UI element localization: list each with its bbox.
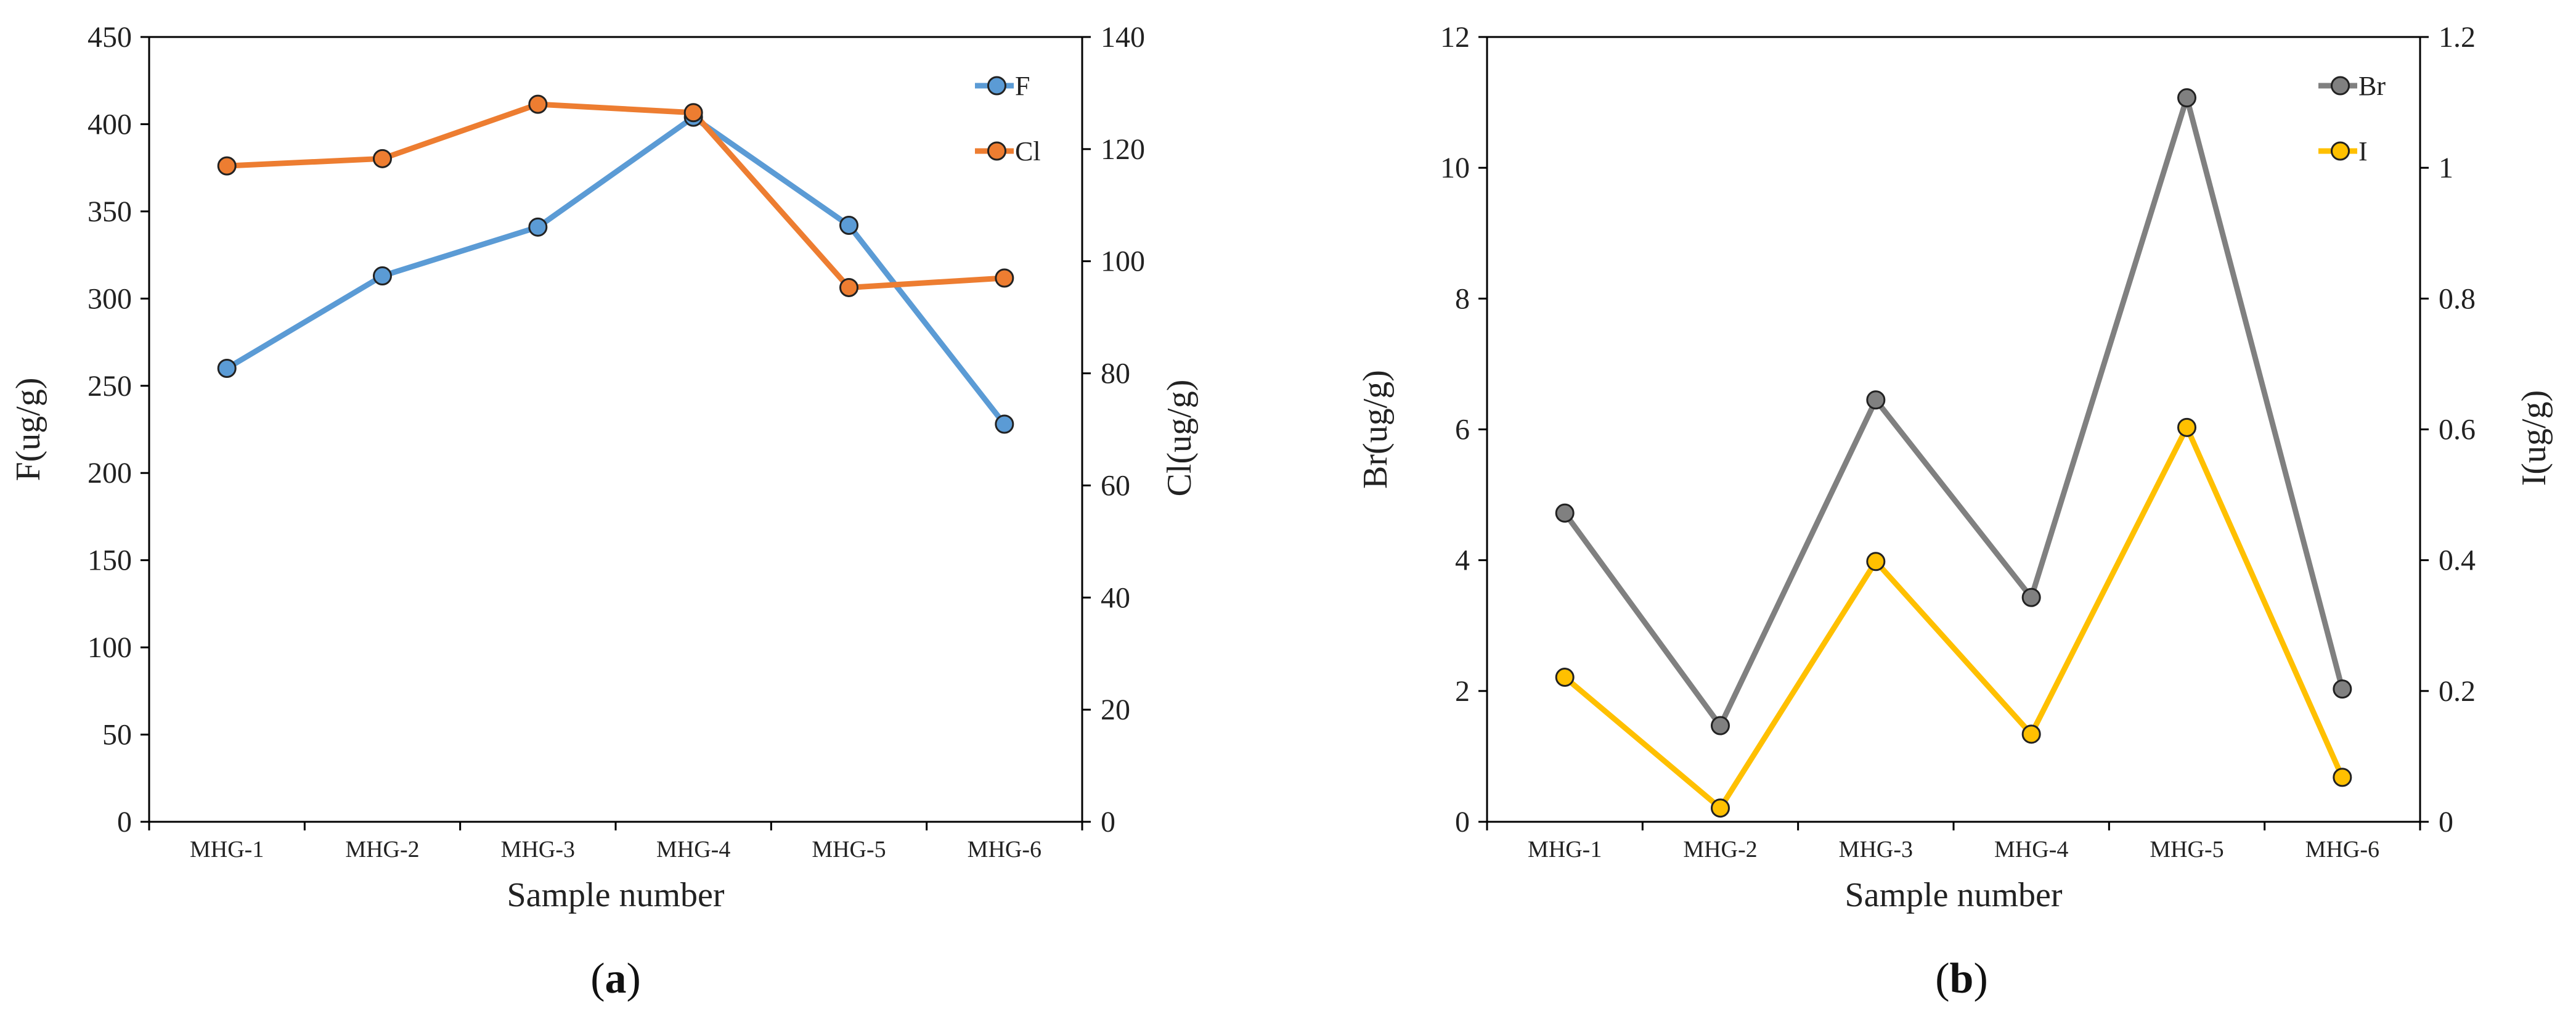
left-tick-label: 2 — [1455, 675, 1470, 708]
chart-panel-b: MHG-1 MHG-2 MHG-3 MHG-4 MHG-5 MHG-60246810120… — [1356, 21, 2553, 1002]
left-tick-label: 100 — [88, 631, 132, 664]
data-point-cl — [373, 149, 392, 168]
data-point-cl — [528, 94, 548, 114]
panel-label: (b) — [1935, 955, 1988, 1002]
left-tick-label: 12 — [1440, 21, 1470, 54]
legend-marker-br — [2331, 76, 2350, 96]
x-tick-label: MHG-3 — [501, 837, 575, 862]
left-axis-title: F(ug/g) — [9, 378, 47, 481]
left-tick-label: 400 — [88, 108, 132, 141]
right-tick-label: 100 — [1101, 245, 1145, 278]
legend-label-br: Br — [2358, 71, 2386, 101]
right-tick-label: 1 — [2439, 152, 2453, 184]
series-line-br — [1562, 95, 2346, 729]
x-tick-label: MHG-4 — [1994, 837, 2068, 862]
data-point-br — [2177, 88, 2196, 108]
left-tick-label: 350 — [88, 195, 132, 228]
left-tick-label: 300 — [88, 282, 132, 315]
x-tick-label: MHG-1 — [190, 837, 264, 862]
x-tick-label: MHG-5 — [2150, 837, 2223, 862]
legend-marker-f — [987, 76, 1006, 96]
right-tick-label: 0.6 — [2439, 414, 2476, 446]
panel-label: (a) — [590, 955, 641, 1002]
data-point-i — [1711, 798, 1730, 818]
right-tick-label: 0 — [2439, 806, 2453, 838]
chart-panel-a: MHG-1 MHG-2 MHG-3 MHG-4 MHG-5 MHG-6 0 50 100 150 2… — [9, 21, 1199, 1002]
left-tick-label: 150 — [88, 544, 132, 577]
x-axis-title: Sample number — [507, 876, 724, 914]
left-tick-label: 50 — [102, 719, 132, 752]
right-tick-label: 40 — [1101, 581, 1130, 614]
data-point-i — [1866, 552, 1886, 571]
left-axis-title: Br(ug/g) — [1356, 370, 1395, 489]
data-point-f — [839, 216, 858, 236]
x-tick-label: MHG-2 — [345, 837, 419, 862]
right-tick-label: 60 — [1101, 469, 1130, 502]
right-tick-label: 120 — [1101, 133, 1145, 166]
left-tick-label: 8 — [1455, 282, 1470, 315]
right-tick-label: 1.2 — [2439, 21, 2476, 54]
x-tick-label: MHG-4 — [656, 837, 730, 862]
data-point-f — [373, 266, 392, 286]
left-tick-label: 450 — [88, 21, 132, 54]
right-tick-label: 0 — [1101, 806, 1115, 838]
data-point-br — [1711, 716, 1730, 735]
data-point-f — [995, 414, 1014, 434]
right-tick-label: 20 — [1101, 694, 1130, 726]
left-tick-label: 10 — [1440, 152, 1470, 184]
legend-marker-cl — [987, 141, 1006, 161]
legend-label-i: I — [2358, 136, 2368, 166]
right-tick-label: 0.8 — [2439, 282, 2476, 315]
x-tick-label: MHG-6 — [968, 837, 1041, 862]
left-tick-label: 6 — [1455, 414, 1470, 446]
x-tick-label: MHG-3 — [1839, 837, 1913, 862]
legend-label-f: F — [1015, 71, 1030, 101]
x-tick-label: MHG-1 — [1528, 837, 1602, 862]
data-point-i — [2021, 724, 2041, 744]
right-tick-label: 0.4 — [2439, 544, 2476, 577]
left-tick-label: 200 — [88, 457, 132, 489]
left-tick-label: 0 — [117, 806, 132, 838]
left-tick-label: 0 — [1455, 806, 1470, 838]
right-axis-title: Cl(ug/g) — [1160, 380, 1199, 497]
data-point-cl — [995, 268, 1014, 288]
left-tick-label: 250 — [88, 370, 132, 403]
left-tick-label: 4 — [1455, 544, 1470, 577]
x-tick-label: MHG-6 — [2305, 837, 2379, 862]
x-tick-label: MHG-5 — [812, 837, 886, 862]
data-point-f — [217, 358, 237, 378]
data-point-i — [2333, 768, 2352, 787]
x-axis-title: Sample number — [1844, 876, 2062, 914]
data-point-br — [1866, 390, 1886, 410]
series-line-f — [224, 114, 1008, 427]
data-point-br — [2021, 588, 2041, 607]
x-tick-label: MHG-2 — [1683, 837, 1757, 862]
data-point-cl — [217, 156, 237, 176]
legend-label-cl: Cl — [1015, 136, 1041, 166]
data-point-br — [1555, 503, 1575, 523]
data-point-f — [528, 217, 548, 237]
right-tick-label: 140 — [1101, 21, 1145, 54]
series-line-cl — [224, 101, 1008, 290]
right-axis-title: I(ug/g) — [2515, 390, 2553, 486]
series-line-i — [1562, 424, 2346, 811]
data-point-br — [2333, 679, 2352, 699]
data-point-cl — [683, 103, 703, 123]
right-tick-label: 0.2 — [2439, 675, 2476, 708]
data-point-i — [1555, 668, 1575, 687]
data-point-cl — [839, 277, 858, 297]
data-point-i — [2177, 417, 2196, 437]
legend-marker-i — [2331, 141, 2350, 161]
right-tick-label: 80 — [1101, 358, 1130, 390]
